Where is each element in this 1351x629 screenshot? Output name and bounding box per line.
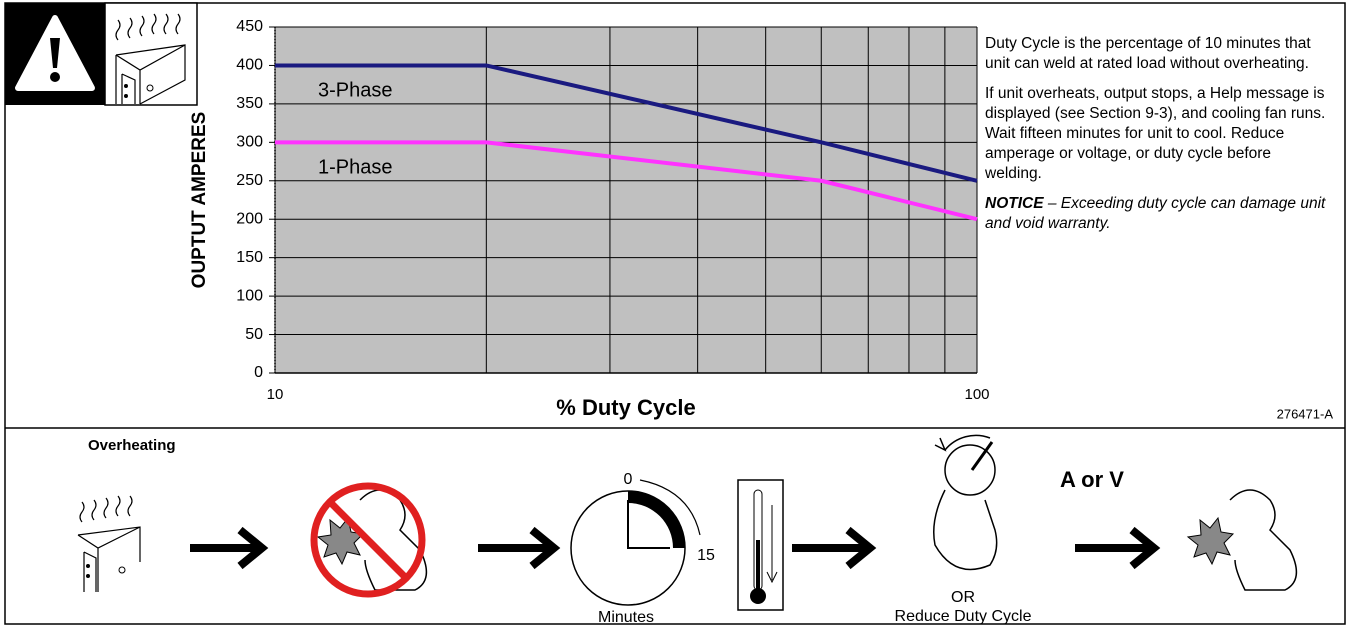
series-line [275, 140, 978, 222]
hot-unit-icon-2 [77, 495, 141, 592]
clock-end: 15 [697, 547, 715, 564]
y-tick-label: 250 [236, 172, 263, 189]
arrows [190, 526, 1161, 570]
notice: NOTICE – Exceeding duty cycle can damage… [985, 194, 1330, 234]
y-tick-label: 0 [254, 364, 263, 381]
note: If unit overheats, output stops, a Help … [985, 85, 1326, 182]
y-tick-label: 450 [236, 18, 263, 35]
reduce-label: Reduce Duty Cycle [895, 608, 1032, 625]
warning-dot [50, 72, 60, 82]
clock-caption: Minutes [598, 609, 654, 626]
icon-knob [146, 84, 154, 92]
icon-dot [124, 84, 128, 88]
icon-dot [86, 564, 90, 568]
x-tick-label: 100 [964, 386, 989, 403]
icon-knob [118, 566, 126, 574]
figure-code: 276471-A [1277, 406, 1334, 421]
warning-mark [50, 38, 60, 68]
y-tick-label: 200 [236, 210, 263, 227]
series-line [275, 63, 978, 183]
plot: 0 50 100 150 200 250 300 350 400 450 10 100 3-Phase 1… [236, 18, 989, 403]
clock-start: 0 [624, 471, 633, 488]
side-notes: Duty Cycle is the percentage of 10 minut… [985, 34, 1330, 244]
notice-text: – Exceeding duty cycle can damage unit a… [985, 195, 1326, 232]
icon-dot [124, 94, 128, 98]
y-tick-label: 150 [236, 249, 263, 266]
thermometer-icon [737, 479, 784, 611]
knob-hand-icon [933, 434, 998, 571]
y-tick-label: 50 [245, 326, 263, 343]
clock-icon [570, 479, 701, 606]
y-tick-label: 400 [236, 57, 263, 74]
x-tick-label: 10 [267, 386, 284, 403]
note: Duty Cycle is the percentage of 10 minut… [985, 35, 1311, 72]
icon-dot [86, 574, 90, 578]
hot-unit-icon [115, 13, 186, 105]
welding-icon [1186, 489, 1298, 591]
y-tick-label: 300 [236, 134, 263, 151]
frame [4, 2, 1346, 625]
or-label: OR [951, 589, 975, 606]
adjust-label: A or V [1060, 467, 1124, 492]
y-tick-label: 100 [236, 287, 263, 304]
no-welding-icon [310, 482, 428, 598]
series-label: 3-Phase [318, 80, 393, 102]
plot-background [275, 27, 977, 373]
y-axis-title: OUPTUT AMPERES [189, 112, 210, 289]
series-label: 1-Phase [318, 157, 393, 179]
x-axis-title: % Duty Cycle [556, 395, 695, 420]
y-tick-label: 350 [236, 95, 263, 112]
section-label: Overheating [88, 437, 176, 454]
notice-label: NOTICE [985, 195, 1044, 212]
